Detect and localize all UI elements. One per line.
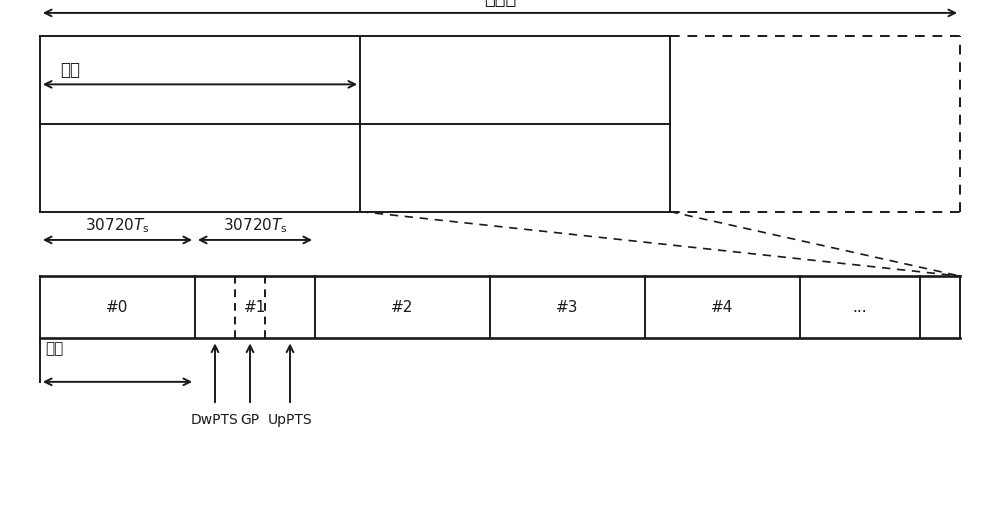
Text: 子帧: 子帧 xyxy=(45,341,63,356)
Text: DwPTS: DwPTS xyxy=(191,413,239,427)
Text: #0: #0 xyxy=(106,299,129,315)
Text: UpPTS: UpPTS xyxy=(268,413,312,427)
Text: #1: #1 xyxy=(244,299,266,315)
Text: 半帧: 半帧 xyxy=(60,61,80,79)
Text: #2: #2 xyxy=(391,299,414,315)
Text: $30720T_{\rm s}$: $30720T_{\rm s}$ xyxy=(223,216,287,235)
Text: GP: GP xyxy=(240,413,260,427)
Text: $30720T_{\rm s}$: $30720T_{\rm s}$ xyxy=(85,216,150,235)
Text: ...: ... xyxy=(853,299,867,315)
Text: #3: #3 xyxy=(556,299,579,315)
Text: #4: #4 xyxy=(711,299,734,315)
Text: 无线帧: 无线帧 xyxy=(484,0,516,8)
